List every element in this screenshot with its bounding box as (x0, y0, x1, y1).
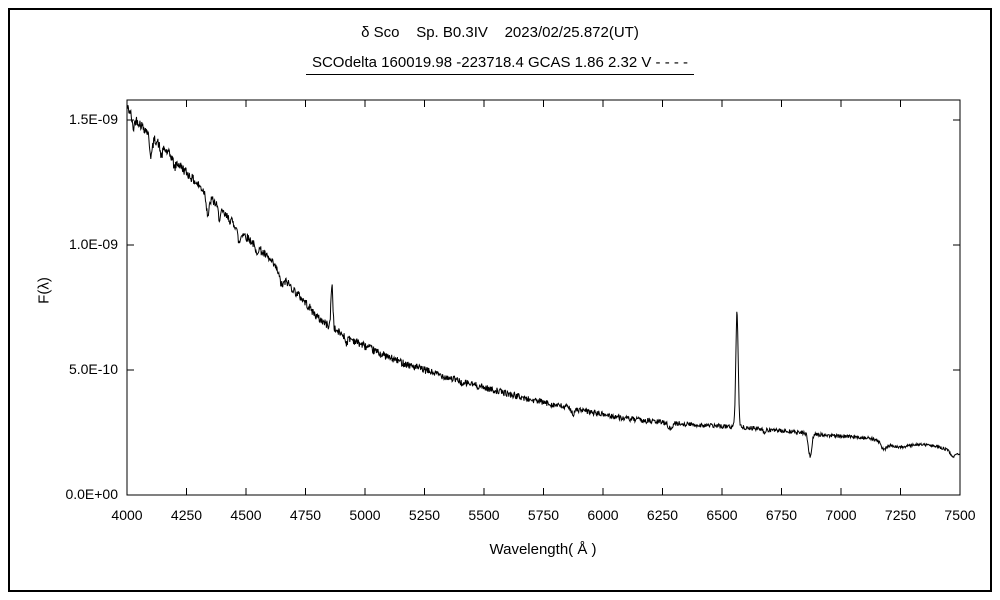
chart-subtitle: SCOdelta 160019.98 -223718.4 GCAS 1.86 2… (305, 54, 695, 75)
x-axis-label: Wavelength( Å ) (489, 541, 597, 558)
y-tick-label: 5.0E-10 (68, 361, 118, 377)
x-tick-label: 6500 (706, 507, 738, 523)
y-tick-label: 0.0E+00 (65, 486, 118, 502)
y-tick-label: 1.5E-09 (68, 111, 118, 127)
x-tick-label: 5750 (527, 507, 560, 523)
x-tick-label: 5500 (468, 507, 500, 523)
x-tick-label: 4500 (230, 507, 262, 523)
x-tick-label: 6000 (587, 507, 619, 523)
x-tick-label: 7250 (884, 507, 917, 523)
x-tick-label: 6750 (765, 507, 798, 523)
chart-subtitle-row: SCOdelta 160019.98 -223718.4 GCAS 1.86 2… (0, 54, 1000, 75)
x-tick-label: 7000 (825, 507, 857, 523)
x-tick-label: 5000 (349, 507, 381, 523)
x-tick-label: 7500 (944, 507, 976, 523)
x-tick-label: 5250 (408, 507, 441, 523)
chart-title: δ Sco Sp. B0.3IV 2023/02/25.872(UT) (361, 24, 639, 41)
x-tick-label: 6250 (646, 507, 679, 523)
y-axis-label: F(λ) (35, 277, 53, 304)
outer-border (8, 8, 992, 592)
x-tick-label: 4250 (170, 507, 203, 523)
x-tick-label: 4750 (289, 507, 322, 523)
spectrum-trace (126, 105, 961, 459)
y-tick-label: 1.0E-09 (68, 236, 118, 252)
x-tick-label: 4000 (111, 507, 143, 523)
